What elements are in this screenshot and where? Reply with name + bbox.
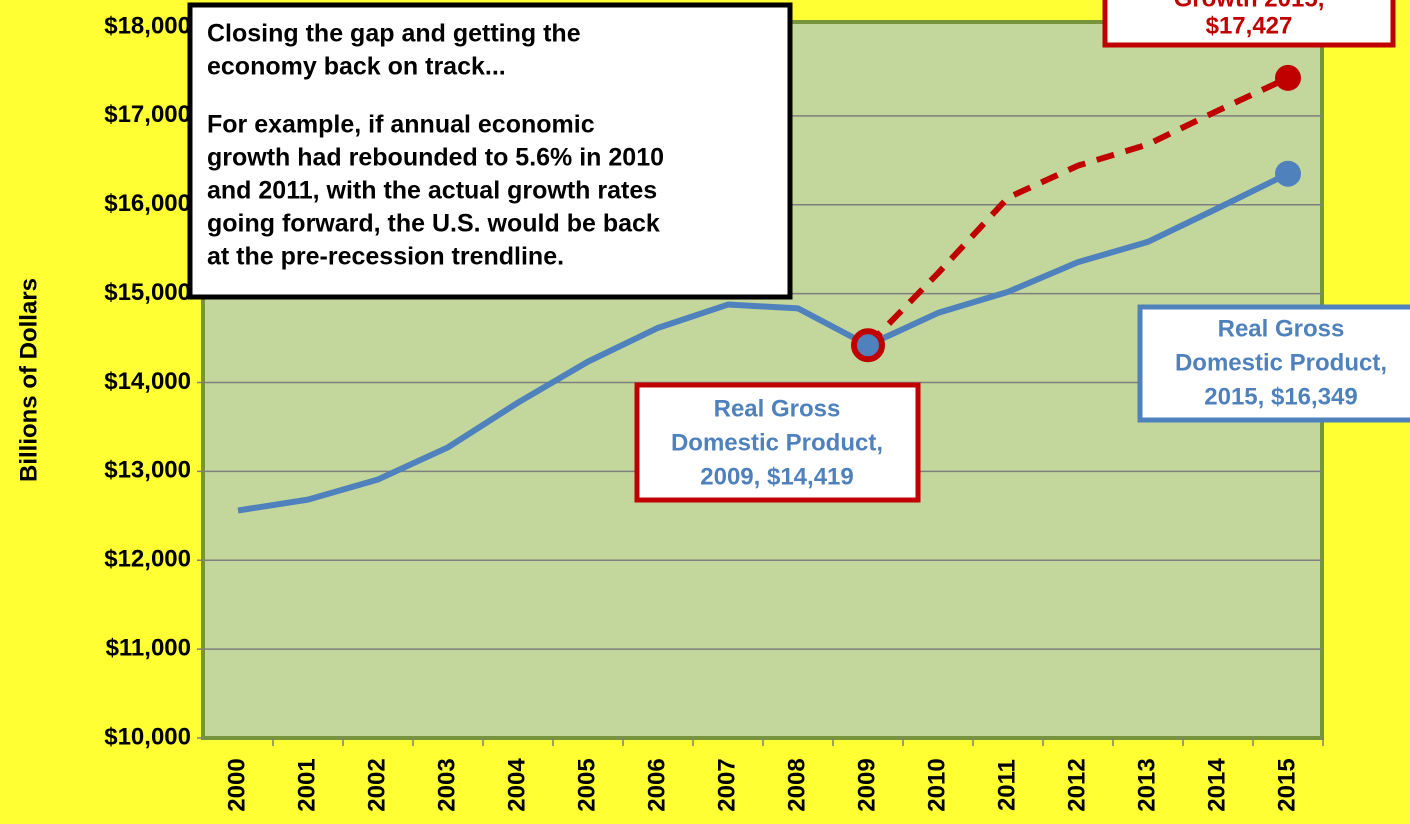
y-tick-label: $17,000: [104, 101, 191, 128]
x-tick-label: 2002: [363, 758, 390, 811]
y-tick-label: $10,000: [104, 723, 191, 750]
annotation-text: Closing the gap and getting the: [207, 20, 581, 48]
annotation-text: Domestic Product,: [1175, 349, 1387, 376]
x-tick-label: 2004: [503, 758, 530, 812]
annotation-box: [187, 2, 793, 300]
y-tick-label: $11,000: [106, 634, 191, 661]
annotation-text: at the pre-recession trendline.: [207, 243, 564, 271]
annotation-box: [1102, 0, 1396, 48]
data-line: [237, 171, 1290, 514]
x-tick-label: 2011: [993, 759, 1020, 811]
x-tick-label: 2010: [923, 758, 950, 811]
annotation-text: going forward, the U.S. would be back: [207, 210, 660, 238]
annotation-text: Growth 2015,: [1174, 0, 1325, 12]
annotation-text: and 2011, with the actual growth rates: [207, 177, 657, 205]
marker: [851, 328, 885, 363]
marker: [1275, 64, 1301, 91]
x-tick-label: 2005: [573, 758, 600, 811]
x-tick-label: 2009: [853, 758, 880, 811]
annotation-box: [634, 382, 921, 503]
annotation-text: 2009, $14,419: [700, 463, 853, 490]
x-tick-label: 2007: [713, 758, 740, 811]
annotation-box: [1137, 304, 1410, 423]
x-tick-label: 2012: [1063, 758, 1090, 811]
x-tick-label: 2003: [433, 758, 460, 811]
annotation-text: growth had rebounded to 5.6% in 2010: [207, 144, 664, 172]
y-tick-label: $15,000: [104, 279, 191, 306]
y-axis-label: Billions of Dollars: [15, 278, 42, 482]
y-tick-label: $18,000: [104, 12, 191, 39]
x-tick-label: 2014: [1203, 758, 1230, 812]
y-tick-label: $16,000: [104, 190, 191, 217]
x-tick-label: 2015: [1273, 758, 1300, 811]
data-line: [865, 75, 1290, 348]
x-tick-label: 2000: [223, 758, 250, 811]
y-tick-label: $13,000: [104, 457, 191, 484]
annotation-text: 2015, $16,349: [1204, 383, 1357, 410]
annotation-text: Real Gross: [714, 395, 841, 422]
annotation-text: $17,427: [1206, 12, 1293, 39]
annotation-text: For example, if annual economic: [207, 111, 595, 139]
annotation-text: Domestic Product,: [671, 429, 883, 456]
x-tick-label: 2013: [1133, 758, 1160, 811]
x-tick-label: 2006: [643, 758, 670, 811]
x-tick-label: 2008: [783, 758, 810, 811]
y-tick-label: $12,000: [104, 546, 191, 573]
x-tick-label: 2001: [293, 758, 320, 811]
marker: [1275, 160, 1301, 187]
annotation-text: economy back on track...: [207, 53, 506, 81]
y-tick-label: $14,000: [104, 368, 191, 395]
annotation-text: Real Gross: [1218, 315, 1345, 342]
